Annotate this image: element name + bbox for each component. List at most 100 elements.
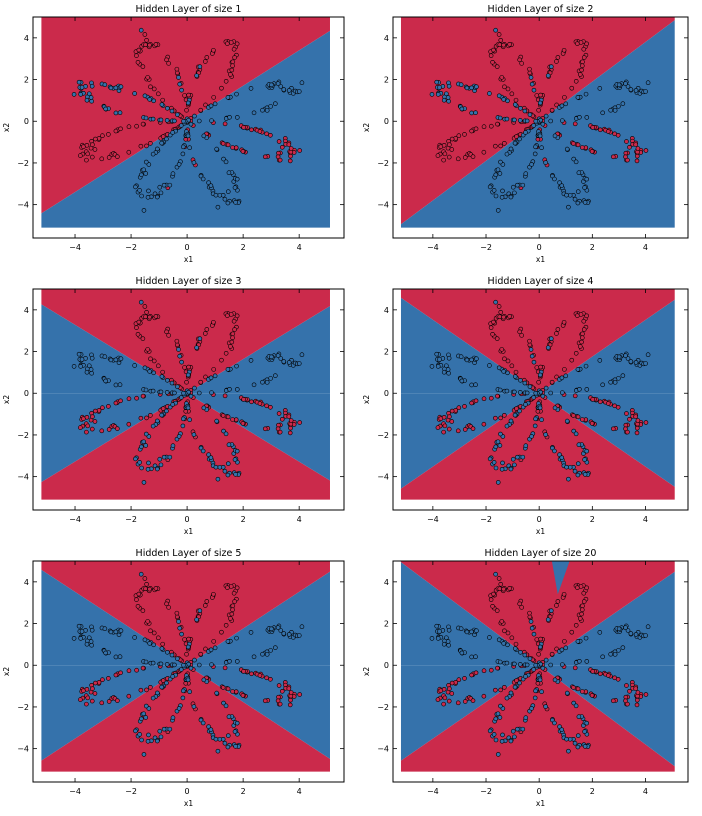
point-blue [571,428,577,434]
point-red [230,603,236,609]
point-red [634,425,640,431]
point-blue [559,647,565,653]
point-blue [278,84,284,89]
region-blue [400,562,540,666]
point-blue [143,715,149,720]
point-red [115,698,120,703]
point-blue [459,378,465,384]
point-blue [540,121,546,127]
point-red [580,59,585,65]
point-blue [137,732,142,737]
y-tick-label: 4 [24,306,29,315]
point-blue [150,388,156,394]
point-blue [192,113,197,119]
point-blue [500,460,505,466]
point-red [231,590,237,596]
y-tick-label: −2 [17,703,29,712]
point-blue [531,395,536,400]
point-blue [500,732,505,738]
point-blue [170,402,175,407]
point-blue [559,455,565,460]
point-red [219,629,224,635]
point-red [219,357,224,363]
point-red [462,676,467,681]
point-red [627,144,632,150]
point-red [113,128,119,134]
point-blue [215,748,221,754]
point-red [505,86,511,92]
point-red [234,585,240,591]
point-red [625,429,630,435]
point-red [297,148,302,153]
point-red [623,698,628,704]
point-red [156,363,161,369]
y-tick-label: 0 [24,661,29,670]
point-blue [198,173,204,179]
point-blue [582,744,588,749]
point-red [288,690,294,695]
point-blue [281,631,287,636]
point-red [502,413,507,418]
point-red [90,414,95,419]
point-blue [170,715,176,720]
point-red [230,59,236,65]
point-blue [575,461,581,466]
point-blue [175,384,180,389]
point-red [288,425,293,431]
point-blue [141,167,147,173]
point-red [134,325,139,330]
point-red [572,665,578,671]
point-blue [212,645,218,651]
point-red [605,673,611,678]
point-blue [512,102,518,107]
point-blue [429,92,435,97]
point-red [514,134,519,139]
point-red [446,154,452,160]
point-red [597,127,603,133]
point-red [166,61,171,66]
point-red [126,421,132,427]
point-red [231,46,237,52]
point-blue [217,192,223,198]
point-blue [269,626,274,632]
x-tick-label: 4 [643,243,648,252]
axes-frame [392,288,689,511]
point-blue [539,689,544,695]
point-blue [527,384,533,389]
point-blue [501,97,506,102]
point-red [211,591,216,597]
point-blue [139,716,144,722]
point-blue [487,363,492,368]
point-blue [76,351,82,357]
region-blue [187,665,330,759]
point-red [495,121,500,127]
point-blue [178,123,184,128]
point-red [517,57,522,63]
point-blue [225,461,231,466]
point-red [148,413,153,418]
point-blue [157,184,163,190]
point-blue [517,390,523,395]
y-axis-label: x2 [362,395,371,404]
point-blue [583,363,589,369]
point-red [126,693,132,699]
point-red [90,142,95,147]
point-red [92,691,98,696]
point-blue [145,738,151,744]
point-blue [498,703,503,709]
point-red [554,331,559,336]
point-red [536,379,541,385]
point-red [502,628,507,634]
point-red [514,406,519,411]
point-blue [214,418,219,424]
point-blue [172,390,177,396]
point-blue [643,633,648,638]
point-red [240,149,246,154]
point-blue [633,88,639,93]
point-blue [281,87,287,92]
point-blue [564,146,570,152]
point-blue [164,136,169,142]
point-red [241,397,246,402]
point-red [590,397,596,402]
point-blue [491,188,497,193]
